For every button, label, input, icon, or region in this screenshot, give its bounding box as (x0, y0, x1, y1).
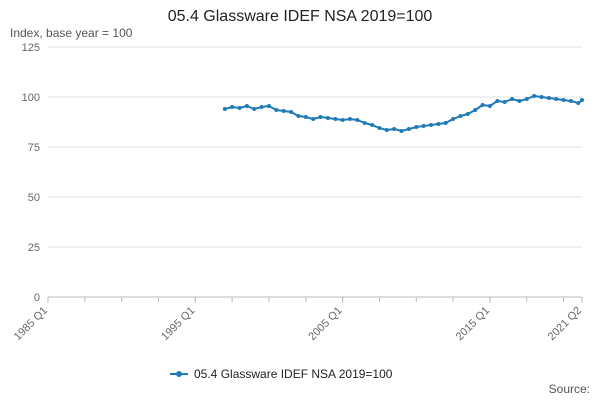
series-point (244, 104, 249, 108)
series-point (546, 96, 551, 100)
series-point (399, 129, 404, 133)
legend-swatch-marker (176, 371, 182, 377)
x-tick-label: 2005 Q1 (306, 305, 344, 343)
series-point (451, 117, 456, 121)
series-point (554, 97, 559, 101)
y-tick-label: 75 (28, 142, 40, 154)
series-point (392, 127, 397, 131)
chart-title: 05.4 Glassware IDEF NSA 2019=100 (167, 8, 433, 25)
series-point (561, 98, 566, 102)
series-point (259, 105, 264, 109)
series-point (311, 117, 316, 121)
series-point (377, 126, 382, 130)
y-tick-label: 25 (28, 242, 40, 254)
series-point (296, 114, 301, 118)
series-point (355, 118, 360, 122)
series-point (436, 122, 441, 126)
series-point (443, 121, 448, 125)
series-point (473, 108, 478, 112)
series-point (517, 99, 522, 103)
series-point (230, 105, 235, 109)
y-tick-label: 0 (34, 292, 40, 304)
series-point (421, 124, 426, 128)
series-point (429, 123, 433, 127)
series-point (414, 125, 419, 129)
series-point (348, 117, 352, 121)
series-point (532, 94, 537, 98)
x-tick-label: 2015 Q1 (454, 305, 492, 343)
series-point (333, 117, 338, 121)
series-point (510, 97, 514, 101)
x-tick-label: 2021 Q2 (546, 305, 584, 343)
source-label: Source: (548, 382, 590, 396)
series-point (480, 103, 485, 107)
series-point (576, 101, 581, 105)
series-point (465, 112, 470, 116)
series-point (340, 118, 345, 122)
series-point (252, 107, 257, 111)
series-point (502, 100, 507, 104)
x-tick-label: 1985 Q1 (12, 305, 50, 343)
x-tick-label: 1995 Q1 (159, 305, 197, 343)
series-point (289, 110, 294, 114)
series-point (318, 115, 323, 119)
series-point (524, 97, 529, 101)
legend-label: 05.4 Glassware IDEF NSA 2019=100 (194, 367, 393, 381)
y-tick-label: 50 (28, 192, 40, 204)
series-point (237, 106, 242, 110)
series-point (495, 99, 500, 103)
series-point (281, 109, 286, 113)
series-line (224, 95, 583, 132)
series-point (539, 95, 544, 99)
series-point (406, 127, 411, 131)
series-point (569, 99, 573, 103)
series-point (274, 108, 279, 112)
series-point (384, 128, 389, 132)
series-point (370, 123, 375, 127)
y-tick-label: 125 (22, 42, 40, 54)
series-point (362, 121, 367, 125)
series-point (267, 104, 271, 108)
series-point (303, 115, 308, 119)
series-point (487, 104, 492, 108)
series-point (580, 98, 584, 102)
series-point (458, 114, 463, 118)
series-point (222, 107, 227, 111)
y-axis-label: Index, base year = 100 (10, 26, 133, 40)
series-point (325, 116, 330, 120)
y-tick-label: 100 (22, 92, 40, 104)
